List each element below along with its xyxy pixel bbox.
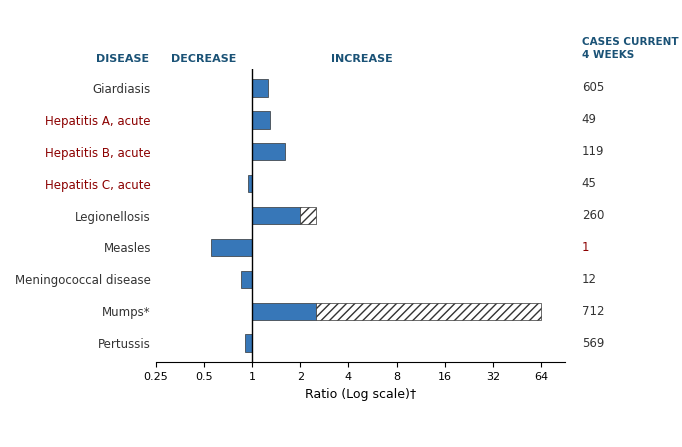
Text: DISEASE: DISEASE [95, 54, 149, 64]
Bar [252, 207, 300, 224]
Bar [245, 334, 252, 352]
Text: 569: 569 [582, 337, 604, 350]
Text: INCREASE: INCREASE [331, 54, 392, 64]
Bar [252, 303, 316, 320]
Bar [252, 143, 284, 160]
Bar [241, 270, 252, 288]
Text: DECREASE: DECREASE [171, 54, 237, 64]
Text: 605: 605 [582, 81, 604, 94]
Bar [211, 239, 252, 256]
Bar [252, 111, 270, 129]
Text: 45: 45 [582, 177, 597, 190]
Text: CASES CURRENT
4 WEEKS: CASES CURRENT 4 WEEKS [582, 37, 679, 60]
Text: 712: 712 [582, 305, 604, 318]
Text: 49: 49 [582, 113, 597, 126]
Bar [316, 303, 541, 320]
Text: 12: 12 [582, 273, 597, 286]
X-axis label: Ratio (Log scale)†: Ratio (Log scale)† [305, 388, 416, 401]
Text: 119: 119 [582, 145, 604, 158]
Bar [248, 175, 252, 192]
Text: 260: 260 [582, 209, 604, 222]
Bar [252, 79, 267, 97]
Text: 1: 1 [582, 241, 589, 254]
Bar [300, 207, 316, 224]
